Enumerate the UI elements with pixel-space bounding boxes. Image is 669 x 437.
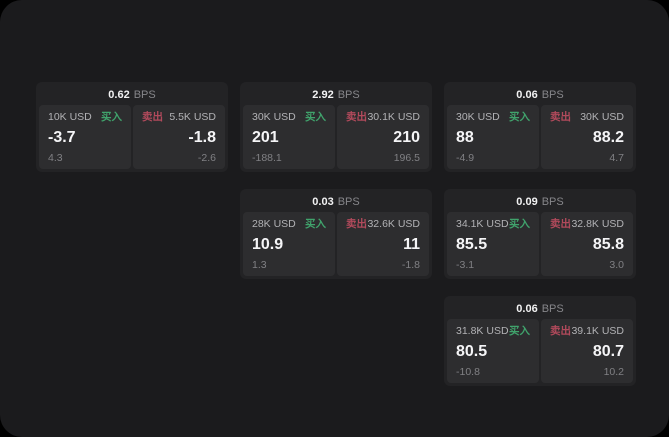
buy-quote-panel[interactable]: 34.1K USD 买入 85.5 -3.1: [447, 212, 539, 276]
bps-unit-label: BPS: [337, 88, 360, 101]
sell-quote-panel[interactable]: 卖出 5.5K USD -1.8 -2.6: [133, 105, 225, 169]
buy-side-label: 买入: [509, 325, 530, 337]
quote-panels: 28K USD 买入 10.9 1.3 卖出 32.6K USD 11 -1.8: [243, 212, 429, 276]
buy-price: -3.7: [48, 128, 76, 146]
bps-unit-label: BPS: [541, 88, 564, 101]
sell-notional: 5.5K USD: [169, 111, 216, 123]
bps-header: 0.09 BPS: [447, 192, 633, 212]
sell-notional: 39.1K USD: [571, 325, 624, 337]
sell-delta: 10.2: [603, 365, 624, 378]
sell-price: 80.7: [592, 342, 624, 360]
sell-delta: -2.6: [197, 151, 216, 164]
sell-notional: 30.1K USD: [367, 111, 420, 123]
buy-notional: 28K USD: [252, 218, 296, 230]
buy-side-label: 买入: [305, 111, 326, 123]
sell-delta: 196.5: [393, 151, 420, 164]
sell-quote-panel[interactable]: 卖出 39.1K USD 80.7 10.2: [541, 319, 633, 383]
buy-side-label: 买入: [101, 111, 122, 123]
quote-panels: 10K USD 买入 -3.7 4.3 卖出 5.5K USD -1.8 -2.…: [39, 105, 225, 169]
buy-side-label: 买入: [305, 218, 326, 230]
buy-notional: 30K USD: [252, 111, 296, 123]
quote-panels: 34.1K USD 买入 85.5 -3.1 卖出 32.8K USD 85.8…: [447, 212, 633, 276]
bps-value: 0.06: [516, 88, 538, 101]
buy-delta: 4.3: [48, 151, 63, 164]
bps-unit-label: BPS: [337, 195, 360, 208]
bps-value: 0.09: [516, 195, 538, 208]
buy-delta: -4.9: [456, 151, 475, 164]
bps-unit-label: BPS: [133, 88, 156, 101]
quote-panels: 30K USD 买入 201 -188.1 卖出 30.1K USD 210 1…: [243, 105, 429, 169]
sell-side-label: 卖出: [550, 111, 571, 123]
quote-panels: 31.8K USD 买入 80.5 -10.8 卖出 39.1K USD 80.…: [447, 319, 633, 383]
buy-notional: 34.1K USD: [456, 218, 509, 230]
sell-notional: 32.6K USD: [367, 218, 420, 230]
bps-unit-label: BPS: [541, 195, 564, 208]
sell-price: 85.8: [592, 235, 624, 253]
sell-quote-panel[interactable]: 卖出 32.8K USD 85.8 3.0: [541, 212, 633, 276]
quote-card: 0.09 BPS 34.1K USD 买入 85.5 -3.1 卖出 32.8K…: [444, 189, 636, 279]
buy-quote-panel[interactable]: 30K USD 买入 201 -188.1: [243, 105, 335, 169]
quote-card: 0.06 BPS 30K USD 买入 88 -4.9 卖出 30K USD 8…: [444, 82, 636, 172]
buy-price: 201: [252, 128, 279, 146]
bps-header: 0.06 BPS: [447, 85, 633, 105]
buy-notional: 10K USD: [48, 111, 92, 123]
bps-value: 2.92: [312, 88, 334, 101]
buy-quote-panel[interactable]: 10K USD 买入 -3.7 4.3: [39, 105, 131, 169]
bps-value: 0.06: [516, 302, 538, 315]
buy-price: 10.9: [252, 235, 284, 253]
bps-unit-label: BPS: [541, 302, 564, 315]
sell-delta: -1.8: [401, 258, 420, 271]
quote-card: 2.92 BPS 30K USD 买入 201 -188.1 卖出 30.1K …: [240, 82, 432, 172]
bps-header: 0.62 BPS: [39, 85, 225, 105]
bps-header: 0.06 BPS: [447, 299, 633, 319]
sell-quote-panel[interactable]: 卖出 30K USD 88.2 4.7: [541, 105, 633, 169]
buy-delta: -3.1: [456, 258, 475, 271]
sell-delta: 3.0: [609, 258, 624, 271]
sell-price: 210: [393, 128, 420, 146]
sell-side-label: 卖出: [550, 218, 571, 230]
sell-side-label: 卖出: [142, 111, 163, 123]
sell-price: 11: [403, 235, 420, 253]
buy-side-label: 买入: [509, 111, 530, 123]
bps-header: 0.03 BPS: [243, 192, 429, 212]
sell-side-label: 卖出: [346, 218, 367, 230]
sell-side-label: 卖出: [346, 111, 367, 123]
quote-card: 0.06 BPS 31.8K USD 买入 80.5 -10.8 卖出 39.1…: [444, 296, 636, 386]
quote-card: 0.03 BPS 28K USD 买入 10.9 1.3 卖出 32.6K US…: [240, 189, 432, 279]
buy-price: 88: [456, 128, 474, 146]
buy-price: 80.5: [456, 342, 488, 360]
bps-header: 2.92 BPS: [243, 85, 429, 105]
buy-notional: 30K USD: [456, 111, 500, 123]
buy-quote-panel[interactable]: 28K USD 买入 10.9 1.3: [243, 212, 335, 276]
quote-card: 0.62 BPS 10K USD 买入 -3.7 4.3 卖出 5.5K USD…: [36, 82, 228, 172]
buy-price: 85.5: [456, 235, 488, 253]
buy-delta: -10.8: [456, 365, 480, 378]
buy-notional: 31.8K USD: [456, 325, 509, 337]
sell-side-label: 卖出: [550, 325, 571, 337]
bps-value: 0.62: [108, 88, 130, 101]
sell-delta: 4.7: [609, 151, 624, 164]
sell-notional: 32.8K USD: [571, 218, 624, 230]
buy-delta: -188.1: [252, 151, 282, 164]
sell-quote-panel[interactable]: 卖出 30.1K USD 210 196.5: [337, 105, 429, 169]
quote-panels: 30K USD 买入 88 -4.9 卖出 30K USD 88.2 4.7: [447, 105, 633, 169]
buy-delta: 1.3: [252, 258, 267, 271]
sell-price: -1.8: [188, 128, 216, 146]
buy-quote-panel[interactable]: 30K USD 买入 88 -4.9: [447, 105, 539, 169]
sell-notional: 30K USD: [580, 111, 624, 123]
bps-value: 0.03: [312, 195, 334, 208]
buy-quote-panel[interactable]: 31.8K USD 买入 80.5 -10.8: [447, 319, 539, 383]
sell-price: 88.2: [592, 128, 624, 146]
buy-side-label: 买入: [509, 218, 530, 230]
sell-quote-panel[interactable]: 卖出 32.6K USD 11 -1.8: [337, 212, 429, 276]
